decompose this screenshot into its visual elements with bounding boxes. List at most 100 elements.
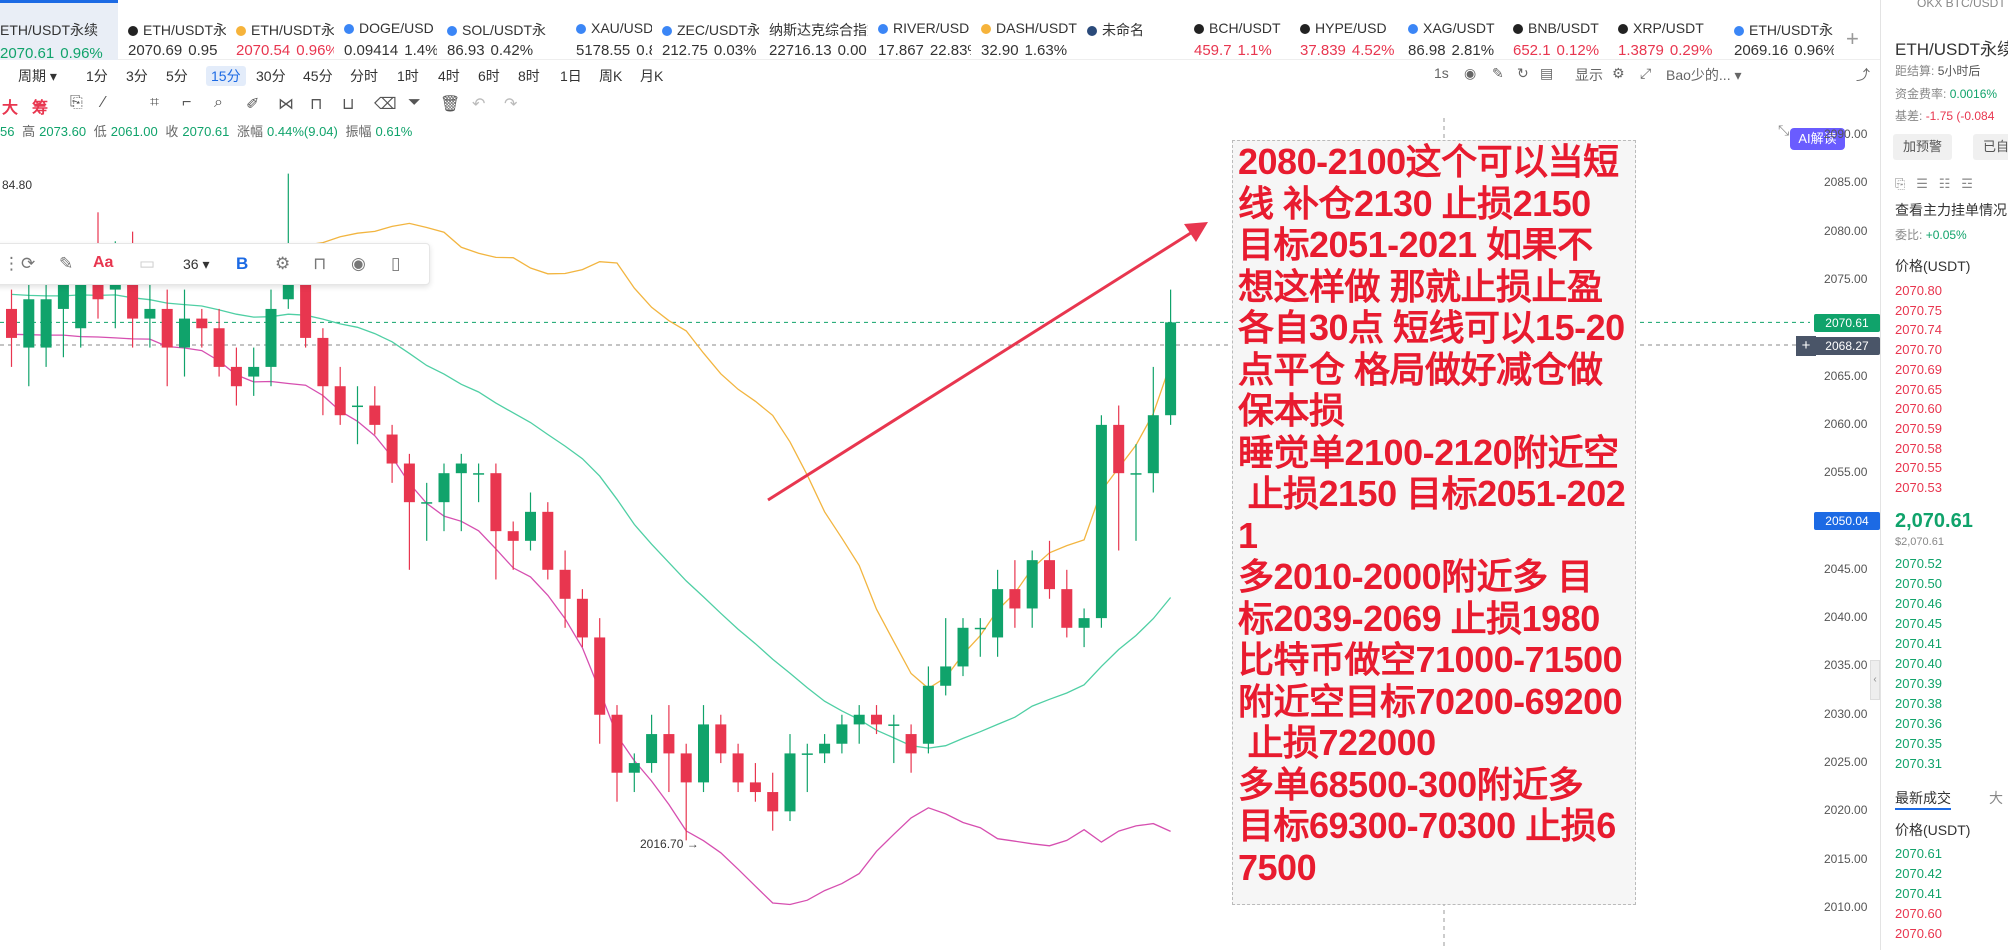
lock-icon[interactable]: ⊓ <box>313 254 327 273</box>
ticker-item[interactable]: DASH/USDT 32.90 1.63% <box>971 0 1077 60</box>
ask-price[interactable]: 2070.55 <box>1895 460 1942 476</box>
bid-price[interactable]: 2070.50 <box>1895 576 1942 591</box>
text-color-icon[interactable]: Aa <box>93 254 114 271</box>
big-tool-button[interactable]: 大 <box>2 100 19 117</box>
ticker-item[interactable]: XAG/USDT 86.98 2.81% <box>1398 0 1503 60</box>
timeframe-10[interactable]: 8时 <box>518 68 540 84</box>
ticker-item[interactable]: 纳斯达克综合指数 22716.13 0.00 <box>759 0 868 60</box>
timeframe-4[interactable]: 30分 <box>256 68 286 84</box>
timeframe-9[interactable]: 6时 <box>478 68 500 84</box>
bid-price[interactable]: 2070.39 <box>1895 676 1942 691</box>
settings-icon[interactable]: ⚙ <box>275 254 291 273</box>
timeframe-8[interactable]: 4时 <box>438 68 460 84</box>
fullscreen-icon[interactable]: ⤢ <box>1640 65 1652 81</box>
timeframe-2[interactable]: 5分 <box>166 68 188 84</box>
ask-price[interactable]: 2070.80 <box>1895 283 1942 298</box>
drag-handle-icon[interactable]: ⋮ <box>3 254 20 273</box>
ticker-item[interactable]: ETH/USDT永 2069.16 0.96% <box>1724 0 1834 60</box>
zoom-icon[interactable]: ⌕ <box>214 94 223 111</box>
pattern-icon[interactable]: ⋈ <box>278 96 294 113</box>
settings-icon[interactable]: ⚙ <box>1612 65 1625 81</box>
panel-collapse-handle[interactable]: ‹ <box>1870 660 1880 700</box>
bid-price[interactable]: 2070.36 <box>1895 716 1942 731</box>
add-alert-button[interactable]: 加预警 <box>1893 134 1953 160</box>
lock-icon[interactable]: ⊓ <box>310 96 323 113</box>
ask-price[interactable]: 2070.65 <box>1895 381 1942 397</box>
search-input[interactable]: OKX BTC/USDT 永续 <box>1917 0 2008 10</box>
filter-icon[interactable]: ⏷ <box>408 94 421 111</box>
crosshair-plus-icon[interactable]: + <box>1796 336 1816 356</box>
eraser-icon[interactable]: ⌫ <box>374 96 397 113</box>
chip-tool-button[interactable]: 筹 <box>32 100 49 117</box>
trades-tab-large[interactable]: 大 <box>1989 790 2003 806</box>
magnet-icon[interactable]: ⊔ <box>342 96 355 113</box>
timeframe-5[interactable]: 45分 <box>303 68 333 84</box>
ruler-icon[interactable]: ⌐ <box>182 94 192 111</box>
bid-price[interactable]: 2070.40 <box>1895 656 1942 671</box>
ask-price[interactable]: 2070.59 <box>1895 420 1942 436</box>
bid-price[interactable]: 2070.46 <box>1895 596 1942 611</box>
ticker-item[interactable]: XAU/USDT 5178.55 0.88% <box>566 0 652 60</box>
timeframe-12[interactable]: 周K <box>599 68 623 84</box>
ask-price[interactable]: 2070.60 <box>1895 401 1942 417</box>
ticker-item[interactable]: HYPE/USD 37.839 4.52% <box>1290 0 1398 60</box>
ask-price[interactable]: 2070.70 <box>1895 342 1942 358</box>
undo-icon[interactable]: ↶ <box>472 96 486 113</box>
edit-icon[interactable]: ✎ <box>59 254 74 273</box>
one-second-button[interactable]: 1s <box>1434 65 1449 81</box>
book-view-icons[interactable]: ⎘ ☰ ☷ ☲ <box>1895 176 1973 191</box>
bid-price[interactable]: 2070.45 <box>1895 616 1942 631</box>
ticker-item[interactable]: ETH/USDT永 2070.69 0.95 <box>118 0 226 60</box>
ticker-item[interactable]: ZEC/USDT永 212.75 0.03% <box>652 0 759 60</box>
ticker-item[interactable]: ETH/USDT永续 2070.61 0.96% <box>0 0 118 60</box>
timeframe-3[interactable]: 15分 <box>206 66 246 86</box>
ask-price[interactable]: 2070.58 <box>1895 440 1942 456</box>
watchlist-button[interactable]: 已自选 <box>1973 134 2008 160</box>
bold-button[interactable]: B <box>236 254 249 273</box>
expand-icon[interactable]: ⤡ <box>1778 122 1790 138</box>
ticker-item[interactable]: BCH/USDT 459.7 1.1% <box>1184 0 1290 60</box>
refresh-icon[interactable]: ↻ <box>1517 65 1529 81</box>
ticker-item[interactable]: ETH/USDT永 2070.54 0.96% <box>226 0 334 60</box>
line-tool-icon[interactable]: ⁄ <box>102 94 105 111</box>
ticker-item[interactable]: RIVER/USD 17.867 22.83% <box>868 0 971 60</box>
timeframe-1[interactable]: 3分 <box>126 68 148 84</box>
ticker-item[interactable]: BNB/USDT 652.1 0.12% <box>1503 0 1608 60</box>
orderbook-title[interactable]: 查看主力挂单情况 <box>1895 202 2007 218</box>
visibility-icon[interactable]: ◉ <box>351 254 366 273</box>
timeframe-7[interactable]: 1时 <box>397 68 419 84</box>
ask-price[interactable]: 2070.74 <box>1895 322 1942 338</box>
ticker-item[interactable]: 未命名 <box>1077 0 1184 60</box>
timeframe-0[interactable]: 1分 <box>86 68 108 84</box>
ticker-item[interactable]: DOGE/USD 0.09414 1.4% <box>334 0 437 60</box>
ticker-item[interactable]: XRP/USDT 1.3879 0.29% <box>1608 0 1724 60</box>
background-color-icon[interactable]: ▭ <box>139 254 156 273</box>
trend-arrow[interactable] <box>767 222 1207 502</box>
timeframe-13[interactable]: 月K <box>640 68 664 84</box>
bid-price[interactable]: 2070.38 <box>1895 696 1942 711</box>
bid-price[interactable]: 2070.41 <box>1895 636 1942 651</box>
brush-icon[interactable]: ✎ <box>1492 65 1504 81</box>
trades-tab[interactable]: 最新成交 <box>1895 790 1951 806</box>
trash-icon[interactable]: 🗑 <box>440 96 461 113</box>
ai-analysis-button[interactable]: AI解读 <box>1790 128 1845 150</box>
timeframe-6[interactable]: 分时 <box>350 68 378 84</box>
layers-icon[interactable]: ▤ <box>1540 65 1554 81</box>
bid-price[interactable]: 2070.35 <box>1895 736 1942 751</box>
pen-icon[interactable]: ✐ <box>246 96 260 113</box>
ask-price[interactable]: 2070.75 <box>1895 302 1942 318</box>
camera-icon[interactable]: ◉ <box>1464 65 1477 81</box>
display-button[interactable]: 显示 <box>1575 67 1603 83</box>
add-ticker-button[interactable]: + <box>1834 0 1880 60</box>
user-menu-button[interactable]: Bao少的... ▾ <box>1666 67 1742 83</box>
period-menu-button[interactable]: 周期 ▾ <box>18 68 57 84</box>
redo-icon[interactable]: ↷ <box>504 96 518 113</box>
share-icon[interactable]: ⤴ <box>1856 67 1870 83</box>
font-size-select[interactable]: 36 ▾ <box>183 256 210 272</box>
crop-icon[interactable]: ⌗ <box>150 94 160 111</box>
delete-icon[interactable]: ▯ <box>391 254 401 273</box>
bid-price[interactable]: 2070.31 <box>1895 756 1942 771</box>
ask-price[interactable]: 2070.69 <box>1895 361 1942 377</box>
bid-price[interactable]: 2070.52 <box>1895 556 1942 571</box>
ticker-item[interactable]: SOL/USDT永 86.93 0.42% <box>437 0 547 60</box>
